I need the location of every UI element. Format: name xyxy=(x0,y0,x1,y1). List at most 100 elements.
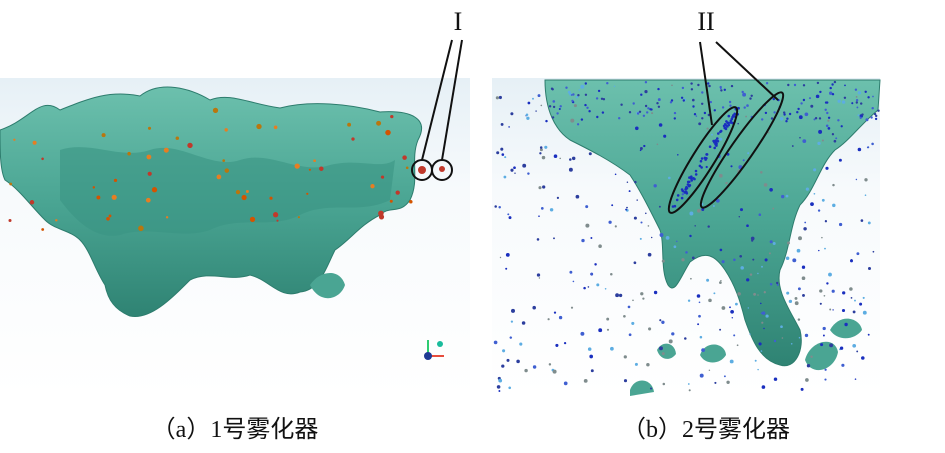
particle xyxy=(825,124,829,128)
particle xyxy=(663,134,667,138)
spray-surface xyxy=(544,79,881,367)
particle xyxy=(657,105,661,109)
particle xyxy=(694,169,698,173)
particle xyxy=(13,138,16,141)
particle xyxy=(813,192,816,195)
particle xyxy=(628,190,631,193)
particle xyxy=(636,112,640,115)
particle xyxy=(714,381,717,384)
particle xyxy=(696,294,701,298)
particle xyxy=(568,167,573,172)
particle xyxy=(785,120,788,123)
particle xyxy=(692,177,695,180)
particle xyxy=(500,147,504,151)
particle xyxy=(146,154,152,160)
particle xyxy=(874,117,878,121)
particle xyxy=(147,171,152,176)
particle xyxy=(761,265,763,268)
particle xyxy=(706,127,709,130)
particle xyxy=(598,244,602,248)
particle xyxy=(151,187,158,193)
particle xyxy=(551,88,554,91)
particle xyxy=(867,146,870,149)
particle xyxy=(650,236,653,239)
particle xyxy=(749,97,752,100)
particle xyxy=(187,142,193,149)
particle xyxy=(595,97,599,100)
particle xyxy=(649,387,653,390)
particle xyxy=(580,84,585,89)
particle xyxy=(717,132,720,135)
particle xyxy=(626,206,628,209)
particle xyxy=(705,165,708,169)
particle xyxy=(772,207,775,210)
particle xyxy=(859,116,862,120)
particle xyxy=(145,197,151,203)
particle xyxy=(276,219,279,222)
particle xyxy=(570,118,575,123)
particle xyxy=(760,302,762,305)
particle xyxy=(843,96,847,100)
particle xyxy=(631,321,635,325)
particle xyxy=(698,122,702,126)
particle xyxy=(645,212,647,215)
particle xyxy=(856,252,860,256)
particle xyxy=(767,131,770,134)
particle xyxy=(724,127,728,131)
particle xyxy=(656,143,659,146)
particle xyxy=(864,90,867,94)
particle xyxy=(111,194,117,200)
particle xyxy=(700,157,704,160)
particle xyxy=(671,84,673,87)
particle xyxy=(772,242,776,245)
droplet xyxy=(805,341,838,371)
particle xyxy=(804,333,809,338)
particle xyxy=(615,293,620,298)
particle xyxy=(395,190,400,195)
particle xyxy=(827,127,831,130)
particle xyxy=(673,245,677,249)
particle xyxy=(867,333,870,336)
particle xyxy=(633,216,637,220)
particle xyxy=(810,104,814,108)
particle xyxy=(548,363,552,366)
particle xyxy=(647,107,650,110)
particle xyxy=(503,175,507,179)
particle xyxy=(494,205,497,208)
particle xyxy=(235,189,241,195)
particle xyxy=(584,82,587,85)
particle xyxy=(224,128,228,132)
particle xyxy=(854,299,856,302)
particle xyxy=(827,119,830,122)
particle xyxy=(572,93,575,96)
particle xyxy=(552,100,556,103)
particle xyxy=(707,113,710,117)
particle xyxy=(572,280,575,283)
particle xyxy=(613,85,616,88)
particle xyxy=(669,101,673,104)
particle xyxy=(855,101,858,104)
particle xyxy=(608,220,612,224)
panel-caption: （b）2号雾化器 xyxy=(622,416,790,443)
particle xyxy=(598,328,603,333)
particle xyxy=(787,83,790,87)
particle xyxy=(835,137,838,140)
particle xyxy=(854,378,857,380)
particle xyxy=(553,311,557,314)
particle xyxy=(693,113,697,116)
particle xyxy=(498,390,501,392)
particle xyxy=(788,299,793,304)
particle xyxy=(743,106,746,109)
particle xyxy=(719,137,723,141)
particle xyxy=(844,84,846,87)
particle xyxy=(783,113,786,116)
particle xyxy=(758,342,762,346)
particle xyxy=(698,164,702,168)
particle xyxy=(657,87,660,91)
particle xyxy=(537,94,541,98)
particle xyxy=(857,147,862,152)
particle xyxy=(224,168,230,173)
particle xyxy=(639,237,642,240)
particle xyxy=(804,221,807,224)
